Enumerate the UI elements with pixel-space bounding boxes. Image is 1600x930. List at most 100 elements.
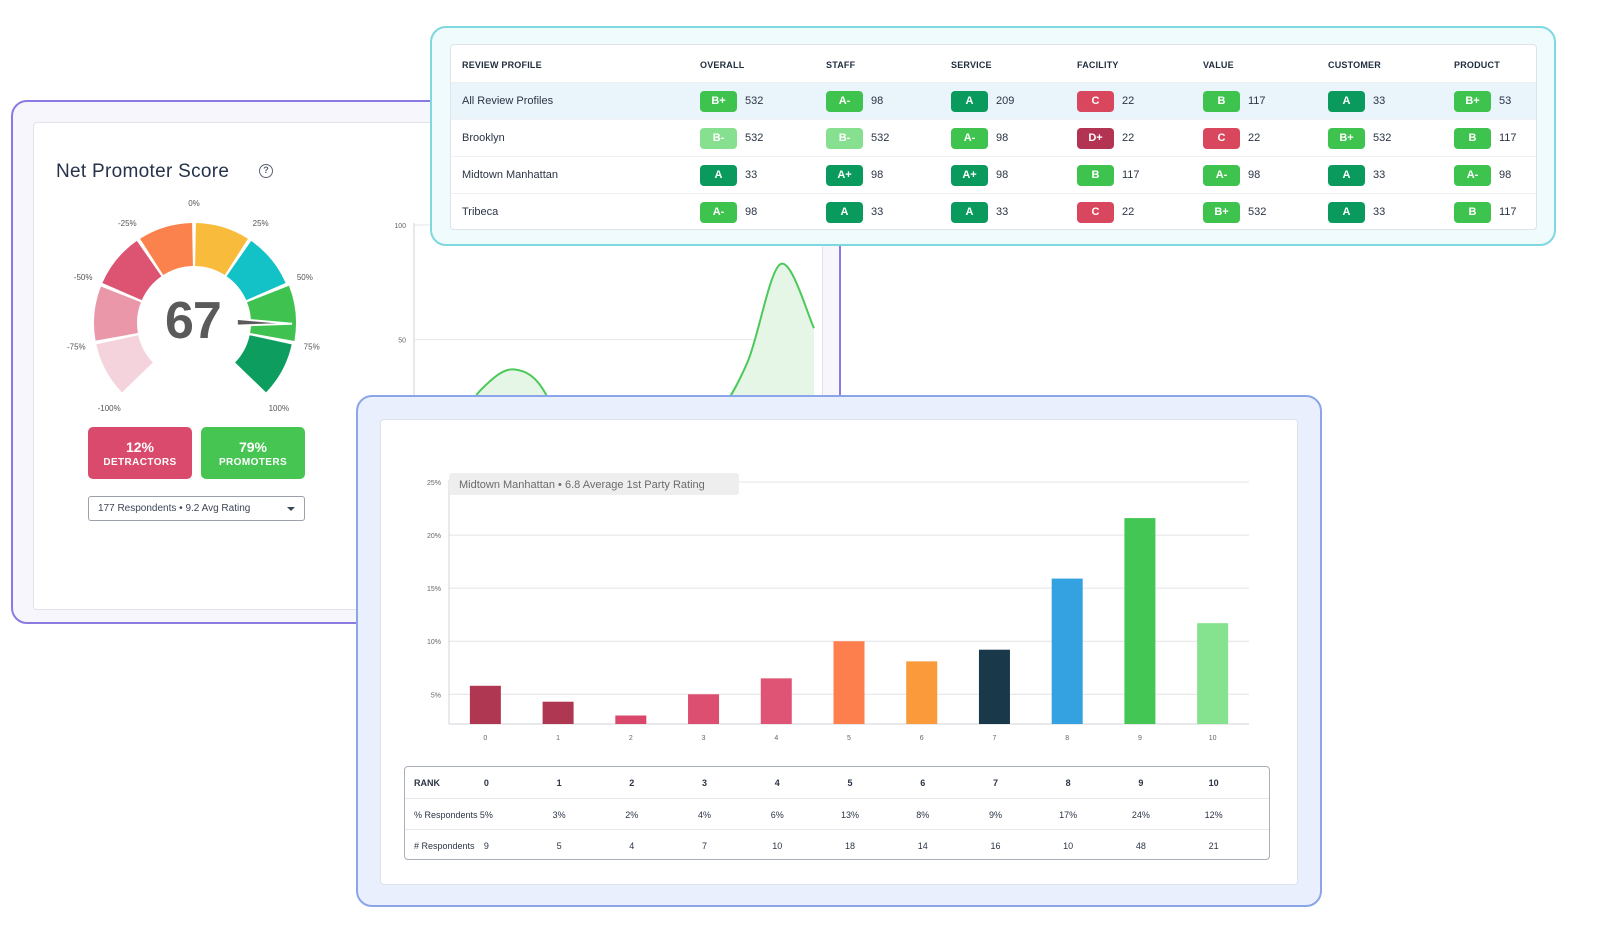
rank-row: RANK 0 1 2 3 4 5 6 7 8 9 10: [405, 767, 1269, 798]
review-count: 532: [745, 95, 764, 107]
review-count: 33: [1373, 169, 1386, 181]
grade-badge: B: [1203, 91, 1240, 112]
table-cell: 13%: [840, 810, 859, 820]
trend-y-tick: 100: [394, 223, 406, 230]
table-cell: 21: [1208, 841, 1219, 851]
review-count: 53: [1499, 95, 1512, 107]
gauge-segment: [102, 240, 162, 301]
grade-badge: A-: [951, 128, 988, 149]
column-header[interactable]: PRODUCT: [1454, 60, 1500, 70]
table-cell: 8%: [916, 810, 930, 820]
table-cell: 3: [702, 778, 708, 788]
pct-label: % Respondents: [414, 810, 478, 820]
grade-badge: B: [1077, 165, 1114, 186]
gauge-tick-label: -25%: [118, 219, 137, 228]
bar[interactable]: [1197, 623, 1229, 724]
bar[interactable]: [833, 641, 865, 724]
table-cell: 24%: [1131, 810, 1150, 820]
grade-badge: A: [700, 165, 737, 186]
review-count: 98: [871, 95, 884, 107]
grade-badge: B: [1454, 202, 1491, 223]
column-header[interactable]: FACILITY: [1077, 60, 1119, 70]
table-cell: 7: [992, 778, 998, 788]
bar-x-tick: 8: [1065, 735, 1069, 742]
promoters-badge: 79% PROMOTERS: [201, 427, 305, 479]
gauge-segment: [226, 240, 286, 301]
gauge-tick-label: -75%: [67, 342, 86, 351]
grade-badge: A: [951, 91, 988, 112]
bar[interactable]: [469, 685, 501, 724]
table-row[interactable]: Tribeca A- 98 A 33 A 33 C 22 B+ 532 A 33 B 117: [451, 193, 1536, 229]
bar[interactable]: [615, 715, 647, 724]
bar[interactable]: [978, 649, 1010, 724]
grade-badge: A: [1328, 91, 1365, 112]
grade-badge: B+: [1454, 91, 1491, 112]
nps-title: Net Promoter Score: [56, 161, 230, 182]
column-header[interactable]: CUSTOMER: [1328, 60, 1381, 70]
review-count: 33: [871, 206, 884, 218]
table-row[interactable]: All Review Profiles B+ 532 A- 98 A 209 C 22 B 117 A…: [451, 82, 1536, 119]
chevron-down-icon: [287, 507, 295, 511]
gauge-tick-label: 100%: [269, 404, 289, 413]
bar[interactable]: [1051, 578, 1083, 724]
distribution-table: RANK 0 1 2 3 4 5 6 7 8 9 10 % Respondents 5% 3% 2% 4%…: [404, 766, 1270, 860]
table-cell: 3%: [552, 810, 566, 820]
respondents-dropdown[interactable]: 177 Respondents • 9.2 Avg Rating: [88, 496, 305, 521]
review-count: 532: [1373, 132, 1392, 144]
table-header: REVIEW PROFILE OVERALL STAFF SERVICE FACILIT…: [451, 45, 1536, 82]
num-label: # Respondents: [414, 841, 475, 851]
gauge-tick-label: 0%: [188, 199, 200, 208]
review-count: 33: [745, 169, 758, 181]
table-cell: 16: [990, 841, 1001, 851]
bar-y-tick: 15%: [427, 586, 441, 593]
table-cell: 9: [483, 841, 489, 851]
review-count: 22: [1122, 206, 1135, 218]
column-header[interactable]: OVERALL: [700, 60, 745, 70]
grade-badge: B+: [1328, 128, 1365, 149]
column-header[interactable]: VALUE: [1203, 60, 1234, 70]
gauge-tick-label: -50%: [74, 273, 93, 282]
bar[interactable]: [542, 701, 574, 724]
bar[interactable]: [760, 678, 792, 724]
table-row[interactable]: Midtown Manhattan A 33 A+ 98 A+ 98 B 117 A- 98 A 33 A…: [451, 156, 1536, 193]
table-cell: 18: [844, 841, 855, 851]
profile-name: Midtown Manhattan: [462, 169, 558, 181]
column-header[interactable]: SERVICE: [951, 60, 992, 70]
bar-x-tick: 1: [556, 735, 560, 742]
bar[interactable]: [906, 661, 938, 724]
detractors-badge: 12% DETRACTORS: [88, 427, 192, 479]
table-cell: 4%: [698, 810, 712, 820]
table-cell: 10: [1063, 841, 1074, 851]
grade-badge: A-: [1203, 165, 1240, 186]
table-cell: 1: [556, 778, 562, 788]
table-row[interactable]: Brooklyn B- 532 B- 532 A- 98 D+ 22 C 22 B+ 532 B 117: [451, 119, 1536, 156]
bar-x-tick: 10: [1209, 735, 1217, 742]
grade-badge: A: [951, 202, 988, 223]
table-cell: 4: [774, 778, 780, 788]
table-cell: 2: [629, 778, 635, 788]
num-row: # Respondents 9 5 4 7 10 18 14 16 10 48 21: [405, 829, 1269, 860]
pct-row: % Respondents 5% 3% 2% 4% 6% 13% 8% 9% 17% 24% 12%: [405, 798, 1269, 829]
table-cell: 48: [1135, 841, 1146, 851]
bar-x-tick: 3: [702, 735, 706, 742]
bar[interactable]: [688, 694, 720, 724]
profile-name: All Review Profiles: [462, 95, 554, 107]
bar[interactable]: [1124, 518, 1156, 724]
grade-badge: B+: [700, 91, 737, 112]
bar-x-tick: 2: [629, 735, 633, 742]
review-count: 33: [1373, 206, 1386, 218]
review-count: 117: [1248, 95, 1266, 107]
promoters-label: PROMOTERS: [218, 457, 288, 468]
table-cell: 9%: [988, 810, 1002, 820]
column-header[interactable]: REVIEW PROFILE: [462, 60, 542, 70]
grade-badge: A: [1328, 202, 1365, 223]
help-icon[interactable]: ?: [259, 164, 273, 178]
review-count: 33: [1373, 95, 1386, 107]
column-header[interactable]: STAFF: [826, 60, 856, 70]
rating-distribution-panel: 25% 20% 15% 10% 5% Midtown Manhattan • 6.8 Av…: [356, 395, 1322, 907]
bar-x-tick: 4: [774, 735, 778, 742]
bar-y-tick: 25%: [427, 480, 441, 487]
grade-badge: A-: [826, 91, 863, 112]
grade-badge: C: [1077, 91, 1114, 112]
bar-x-tick: 5: [847, 735, 851, 742]
